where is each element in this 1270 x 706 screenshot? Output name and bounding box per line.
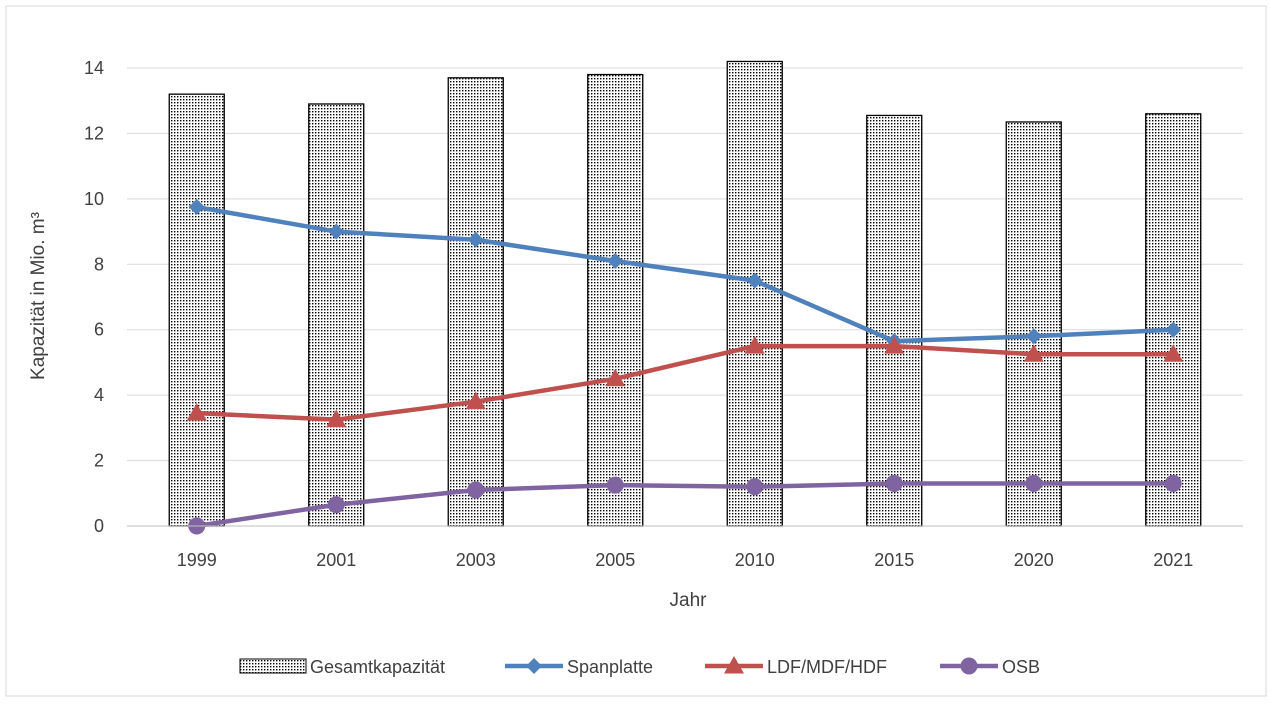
point-ldf-mdf-hdf [465, 391, 486, 410]
x-tick-label: 2005 [595, 550, 635, 570]
x-tick-label: 2001 [316, 550, 356, 570]
point-osb [1164, 474, 1182, 492]
legend-label: Spanplatte [567, 657, 653, 677]
bars-gesamtkapazitaet [168, 60, 1202, 527]
line-series [186, 199, 1184, 535]
x-tick-label: 1999 [177, 550, 217, 570]
point-ldf-mdf-hdf [326, 409, 347, 428]
point-osb [746, 478, 764, 496]
line-spanplatte [196, 204, 1174, 344]
x-tick-label: 2010 [735, 550, 775, 570]
legend-label: Gesamtkapazität [310, 657, 445, 677]
bar-gesamtkapazitaet [168, 93, 225, 527]
legend-marker-ldf-mdf-hdf [724, 656, 744, 674]
point-ldf-mdf-hdf [186, 403, 207, 421]
x-tick-label: 2015 [874, 550, 914, 570]
point-spanplatte [1165, 321, 1182, 338]
legend-marker-spanplatte [526, 658, 542, 674]
x-tick-label: 2021 [1153, 550, 1193, 570]
y-tick-label: 8 [94, 254, 104, 274]
bar-gesamtkapazitaet [726, 60, 783, 527]
y-tick-label: 10 [84, 189, 104, 209]
point-ldf-mdf-hdf [744, 336, 765, 354]
point-spanplatte [1025, 328, 1042, 345]
bar-gesamtkapazitaet [866, 114, 923, 527]
point-osb [885, 474, 903, 492]
line-ldf-mdf-hdf [196, 343, 1174, 422]
bar-gesamtkapazitaet [1005, 121, 1062, 527]
legend-marker-osb [960, 657, 978, 675]
point-spanplatte [467, 231, 484, 248]
x-tick-label: 2020 [1014, 550, 1054, 570]
point-spanplatte [188, 199, 205, 216]
legend-label: LDF/MDF/HDF [767, 657, 887, 677]
bar-gesamtkapazitaet [308, 103, 365, 527]
y-tick-label: 14 [84, 58, 104, 78]
y-tick-label: 4 [94, 385, 104, 405]
y-tick-label: 0 [94, 516, 104, 536]
bar-gesamtkapazitaet [587, 73, 644, 527]
point-ldf-mdf-hdf [605, 368, 626, 387]
point-spanplatte [746, 272, 763, 289]
legend: Gesamtkapazität Spanplatte LDF/MDF/HDF OSB [239, 656, 1040, 677]
x-tick-label: 2003 [456, 550, 496, 570]
point-ldf-mdf-hdf [884, 336, 905, 354]
legend-swatch-gesamtkapazitaet [239, 658, 307, 674]
bar-gesamtkapazitaet [447, 77, 504, 527]
point-ldf-mdf-hdf [1163, 344, 1184, 362]
axes: 0 2 4 6 8 10 12 14 1999 2001 2003 2005 2010 2015 2020 2… [84, 58, 1243, 570]
y-tick-label: 6 [94, 320, 104, 340]
y-axis-title: Kapazität in Mio. m³ [28, 212, 49, 380]
point-osb [327, 496, 345, 514]
point-osb [1025, 474, 1043, 492]
point-spanplatte [328, 223, 345, 240]
point-spanplatte [607, 253, 624, 270]
y-tick-label: 12 [84, 123, 104, 143]
y-tick-label: 2 [94, 451, 104, 471]
point-osb [606, 476, 624, 494]
bar-gesamtkapazitaet [1145, 113, 1202, 527]
line-osb [196, 481, 1174, 529]
point-ldf-mdf-hdf [1023, 344, 1044, 362]
x-axis-title: Jahr [670, 590, 708, 611]
legend-label: OSB [1002, 657, 1040, 677]
point-osb [467, 481, 485, 499]
